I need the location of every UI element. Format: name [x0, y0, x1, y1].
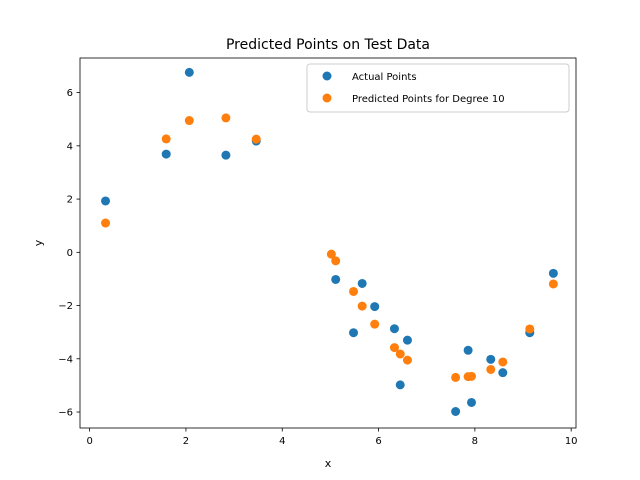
x-tick-label: 6	[375, 436, 381, 447]
data-point	[548, 268, 558, 278]
data-point	[101, 196, 111, 206]
data-point	[486, 354, 496, 364]
data-point	[395, 349, 405, 359]
y-tick-label: 4	[67, 141, 73, 152]
data-layer	[101, 67, 558, 416]
y-tick-label: −2	[58, 301, 73, 312]
data-point	[498, 368, 508, 378]
data-point	[331, 256, 341, 266]
legend: Actual Points Predicted Points for Degree…	[306, 63, 570, 113]
data-point	[221, 113, 231, 123]
legend-marker	[322, 93, 332, 103]
x-tick-label: 4	[279, 436, 285, 447]
data-point	[101, 218, 111, 228]
series-actual	[101, 67, 558, 416]
axes-layer: 0 2 4 6 8 10 −6 −4 −2 0 2 4 6	[58, 57, 578, 447]
data-point	[370, 302, 380, 312]
y-tick-label: 2	[67, 195, 73, 206]
data-point	[467, 397, 477, 407]
data-point	[467, 371, 477, 381]
y-tick-label: −4	[58, 354, 73, 365]
data-point	[184, 116, 194, 126]
data-point	[548, 279, 558, 289]
x-tick-label: 8	[472, 436, 478, 447]
data-point	[357, 278, 367, 288]
data-point	[402, 355, 412, 365]
data-point	[402, 335, 412, 345]
series-predicted	[101, 113, 558, 382]
data-point	[221, 150, 231, 160]
y-tick-label: 6	[67, 88, 73, 99]
legend-marker	[322, 71, 332, 81]
data-point	[349, 286, 359, 296]
legend-label: Predicted Points for Degree 10	[352, 94, 505, 105]
data-point	[486, 364, 496, 374]
plot-frame	[79, 57, 577, 429]
data-point	[389, 324, 399, 334]
data-point	[251, 134, 261, 144]
data-point	[498, 357, 508, 367]
data-point	[451, 372, 461, 382]
data-point	[357, 301, 367, 311]
data-point	[184, 67, 194, 77]
chart-title: Predicted Points on Test Data	[226, 37, 430, 53]
data-point	[451, 406, 461, 416]
legend-label: Actual Points	[352, 72, 417, 83]
data-point	[161, 149, 171, 159]
x-tick-label: 0	[86, 436, 92, 447]
data-point	[389, 343, 399, 353]
y-axis-label: y	[32, 239, 45, 246]
y-tick-label: −6	[58, 408, 73, 419]
x-axis-label: x	[325, 457, 332, 470]
data-point	[370, 319, 380, 329]
data-point	[161, 134, 171, 144]
data-point	[326, 249, 336, 259]
data-point	[349, 328, 359, 338]
y-tick-label: 0	[67, 248, 73, 259]
data-point	[463, 345, 473, 355]
x-tick-label: 10	[565, 436, 578, 447]
legend-box	[306, 63, 570, 113]
data-point	[395, 380, 405, 390]
data-point	[331, 274, 341, 284]
x-tick-label: 2	[183, 436, 189, 447]
data-point	[525, 324, 535, 334]
